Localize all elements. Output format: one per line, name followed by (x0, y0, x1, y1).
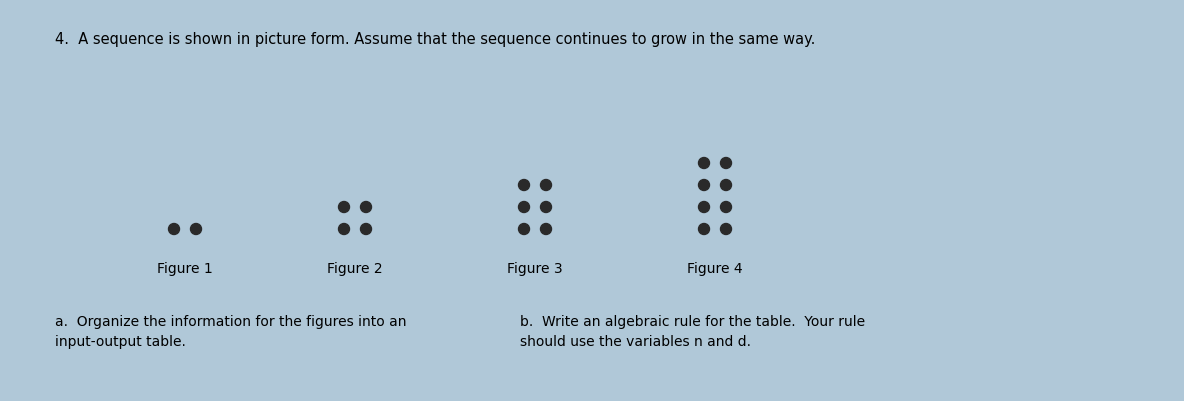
Circle shape (519, 180, 529, 191)
Text: Figure 3: Figure 3 (507, 261, 562, 275)
Circle shape (339, 224, 349, 235)
Text: 4.  A sequence is shown in picture form. Assume that the sequence continues to g: 4. A sequence is shown in picture form. … (54, 32, 816, 47)
Circle shape (519, 202, 529, 213)
Text: should use the variables n and d.: should use the variables n and d. (520, 334, 751, 348)
Circle shape (721, 158, 732, 169)
Circle shape (721, 202, 732, 213)
Circle shape (699, 202, 709, 213)
Text: a.  Organize the information for the figures into an: a. Organize the information for the figu… (54, 314, 406, 328)
Circle shape (721, 180, 732, 191)
Circle shape (699, 180, 709, 191)
Text: Figure 4: Figure 4 (687, 261, 742, 275)
Text: Figure 1: Figure 1 (157, 261, 213, 275)
Circle shape (360, 202, 372, 213)
Circle shape (519, 224, 529, 235)
Circle shape (699, 158, 709, 169)
Circle shape (339, 202, 349, 213)
Circle shape (541, 202, 552, 213)
Circle shape (191, 224, 201, 235)
Circle shape (721, 224, 732, 235)
Text: Figure 2: Figure 2 (327, 261, 382, 275)
Circle shape (699, 224, 709, 235)
Text: b.  Write an algebraic rule for the table.  Your rule: b. Write an algebraic rule for the table… (520, 314, 866, 328)
Text: input-output table.: input-output table. (54, 334, 186, 348)
Circle shape (541, 224, 552, 235)
Circle shape (541, 180, 552, 191)
Circle shape (168, 224, 180, 235)
Circle shape (360, 224, 372, 235)
